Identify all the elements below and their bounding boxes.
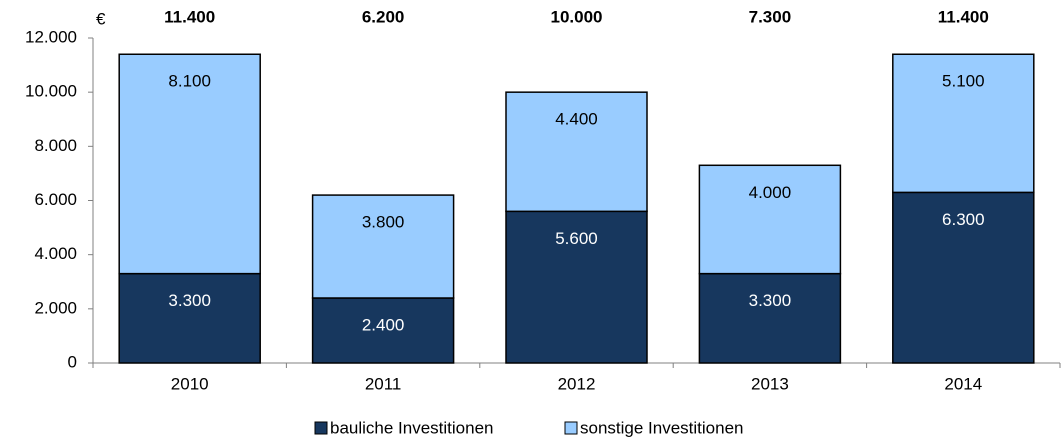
bar-segment	[698, 164, 842, 275]
data-label: 4.400	[555, 110, 598, 129]
x-tick-label: 2013	[751, 374, 789, 393]
y-axis-unit: €	[96, 9, 106, 28]
bar-segment	[892, 53, 1035, 194]
legend-swatch	[564, 421, 578, 435]
legend-label: sonstige Investitionen	[580, 418, 744, 437]
total-label: 7.300	[749, 7, 792, 26]
y-tick-label: 2.000	[34, 298, 77, 317]
legend-swatch	[314, 421, 328, 435]
data-label: 4.000	[749, 183, 792, 202]
legend-label: bauliche Investitionen	[330, 418, 494, 437]
data-label: 2.400	[362, 315, 405, 334]
bar-segment	[311, 297, 455, 364]
bar-segment	[698, 272, 842, 364]
data-label: 5.600	[555, 229, 598, 248]
y-tick-label: 4.000	[34, 244, 77, 263]
y-tick-label: 0	[68, 352, 77, 371]
x-tick-label: 2012	[558, 374, 596, 393]
data-label: 6.300	[942, 210, 985, 229]
bar-segment	[311, 194, 455, 299]
total-label: 6.200	[362, 7, 405, 26]
bar-segment	[118, 53, 261, 275]
y-tick-label: 10.000	[25, 82, 77, 101]
x-tick-label: 2014	[944, 374, 982, 393]
y-tick-label: 6.000	[34, 190, 77, 209]
y-tick-label: 12.000	[25, 27, 77, 46]
data-label: 8.100	[168, 72, 211, 91]
total-label: 10.000	[551, 7, 603, 26]
data-label: 3.300	[168, 291, 211, 310]
bar-segment	[505, 91, 648, 213]
total-label: 11.400	[938, 7, 989, 26]
total-label: 11.400	[164, 7, 215, 26]
bar-segment	[505, 210, 648, 364]
bar-segment	[118, 272, 261, 364]
data-label: 3.300	[749, 291, 792, 310]
x-tick-label: 2010	[171, 374, 209, 393]
data-label: 5.100	[942, 72, 985, 91]
data-label: 3.800	[362, 213, 405, 232]
bar-segment	[892, 191, 1035, 364]
y-tick-label: 8.000	[34, 136, 77, 155]
x-tick-label: 2011	[365, 374, 402, 393]
